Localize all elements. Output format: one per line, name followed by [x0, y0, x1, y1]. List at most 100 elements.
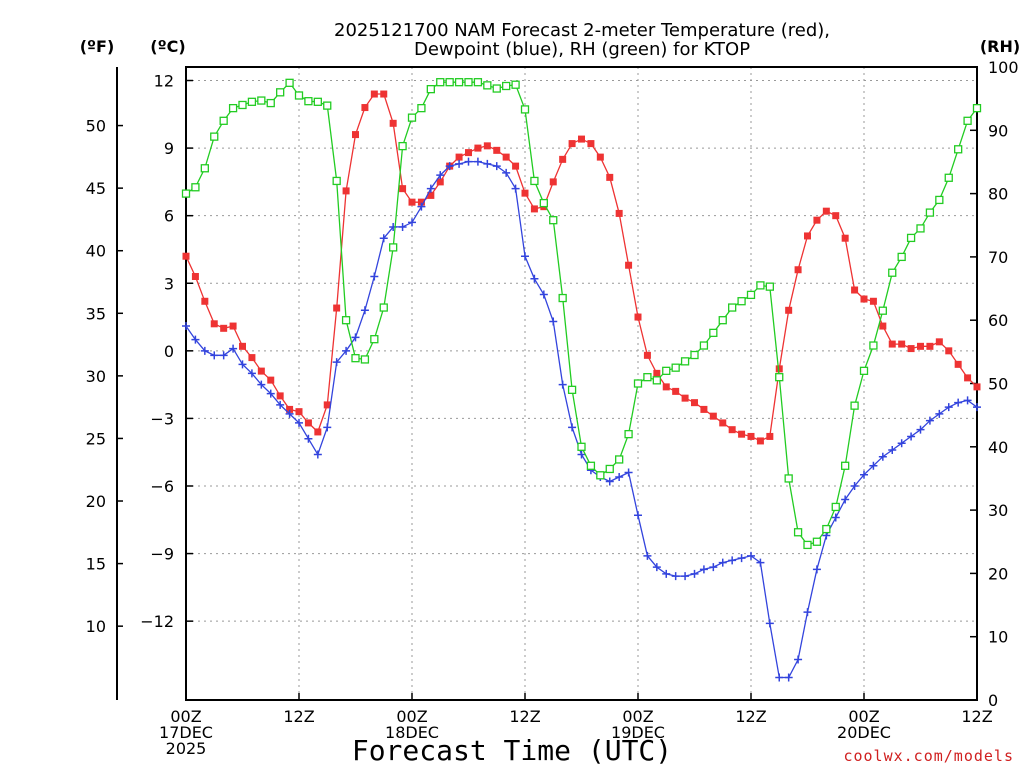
time-tick-label: 17DEC: [159, 723, 213, 742]
data-point: [380, 90, 388, 98]
data-point: [502, 153, 510, 161]
data-point: [775, 365, 783, 373]
data-point: [464, 157, 473, 166]
data-point: [559, 155, 567, 163]
data-point: [492, 162, 501, 171]
time-tick-label: 00Z: [396, 707, 427, 726]
celsius-tick-label: 12: [154, 72, 174, 91]
data-point: [210, 351, 219, 360]
data-point: [492, 84, 501, 93]
rh-tick-label: 90: [988, 121, 1008, 140]
data-point: [436, 78, 445, 87]
data-point: [888, 268, 897, 277]
rh-tick-label: 30: [988, 501, 1008, 520]
data-point: [389, 243, 398, 252]
data-point: [407, 113, 417, 122]
fahrenheit-tick-label: 10: [86, 617, 106, 636]
data-point: [681, 572, 690, 581]
data-point: [568, 423, 577, 432]
celsius-unit-label: (ºC): [150, 37, 185, 56]
data-point: [747, 432, 755, 440]
data-point: [238, 360, 247, 369]
celsius-tick-label: −6: [150, 477, 174, 496]
data-point: [944, 403, 953, 412]
data-point: [624, 429, 633, 439]
data-point: [718, 558, 727, 567]
fahrenheit-tick-label: 30: [86, 367, 106, 386]
series-relative-humidity: [181, 78, 982, 550]
data-point: [502, 81, 511, 91]
data-point: [718, 316, 727, 325]
data-point: [822, 207, 830, 215]
fahrenheit-tick-label: 25: [86, 429, 106, 448]
data-point: [841, 234, 849, 242]
data-point: [964, 374, 972, 382]
data-point: [860, 295, 868, 303]
data-point: [831, 502, 840, 512]
data-point: [879, 322, 887, 330]
data-point: [596, 153, 604, 161]
data-point: [181, 189, 191, 198]
data-point: [567, 385, 577, 394]
data-point: [352, 131, 359, 139]
data-point: [201, 297, 209, 305]
plot-frame: [185, 66, 978, 701]
data-point: [341, 316, 351, 325]
data-point: [643, 351, 651, 359]
data-point: [455, 159, 464, 168]
rh-tick-label: 40: [988, 438, 1008, 457]
data-point: [530, 274, 539, 283]
fahrenheit-tick-label: 50: [86, 117, 106, 136]
data-point: [813, 216, 821, 224]
data-point: [473, 157, 482, 166]
data-point: [643, 373, 652, 382]
data-point: [869, 297, 877, 305]
fahrenheit-axis-ticks: 50 45 40 35 30 25 20 15 10: [86, 117, 123, 636]
data-point: [304, 97, 313, 106]
data-point: [652, 376, 661, 385]
data-point: [445, 162, 454, 171]
data-point: [239, 342, 246, 350]
data-point: [370, 272, 379, 281]
celsius-tick-label: 6: [164, 207, 174, 226]
data-point: [266, 389, 275, 398]
chart-title-line2: Dewpoint (blue), RH (green) for KTOP: [414, 39, 750, 60]
data-point: [389, 222, 398, 231]
data-point: [954, 398, 963, 407]
time-tick-label: 12Z: [509, 707, 540, 726]
data-point: [454, 78, 464, 87]
data-point: [878, 306, 887, 315]
data-point: [521, 252, 529, 261]
data-point: [539, 198, 548, 208]
data-point: [257, 367, 265, 375]
data-point: [539, 290, 548, 299]
data-point: [426, 85, 435, 94]
data-point: [954, 145, 963, 154]
data-point: [719, 419, 727, 427]
data-point: [832, 212, 840, 220]
data-point: [653, 369, 661, 377]
data-point: [746, 290, 756, 300]
data-point: [247, 369, 256, 378]
data-point: [662, 383, 670, 391]
data-point: [370, 335, 379, 344]
data-point: [483, 142, 491, 150]
data-point: [738, 430, 746, 438]
data-point: [728, 303, 737, 312]
series-temperature: [182, 90, 981, 445]
data-point: [737, 554, 746, 563]
data-point: [794, 266, 802, 274]
data-point: [634, 313, 642, 321]
data-point: [954, 360, 962, 368]
data-point: [465, 149, 472, 157]
celsius-tick-label: 9: [164, 139, 174, 158]
data-point: [747, 551, 755, 560]
data-point: [935, 338, 943, 346]
data-point: [549, 317, 558, 326]
data-point: [266, 98, 275, 108]
data-point: [530, 205, 538, 213]
time-tick-label: 12Z: [283, 707, 314, 726]
data-point: [756, 281, 765, 290]
data-point: [652, 563, 661, 572]
data-point: [897, 252, 906, 262]
